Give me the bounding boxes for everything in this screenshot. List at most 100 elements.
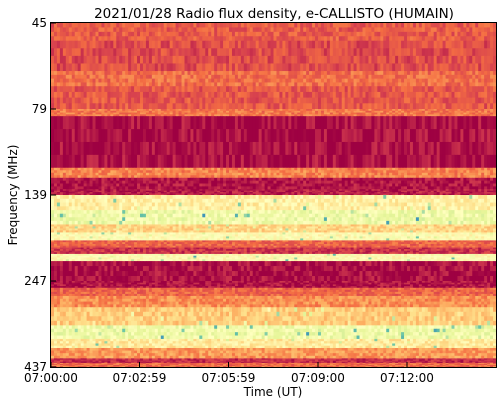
heatmap-cell [62, 154, 67, 169]
heatmap-cell [134, 114, 138, 117]
heatmap-cell [128, 109, 132, 112]
heatmap-cell [172, 91, 176, 99]
heatmap-cell [326, 180, 331, 184]
heatmap-cell [163, 167, 168, 171]
heatmap-cell [86, 141, 90, 156]
heatmap-cell [490, 114, 494, 117]
heatmap-cell [184, 27, 188, 33]
heatmap-cell [208, 183, 212, 187]
heatmap-cell [246, 167, 251, 171]
heatmap-cell [270, 91, 274, 99]
heatmap-cell [309, 71, 313, 76]
heatmap-cell [134, 40, 138, 49]
heatmap-cell [454, 154, 458, 169]
heatmap-cell [439, 40, 443, 49]
heatmap-cell [383, 186, 387, 190]
heatmap-cell [59, 167, 64, 171]
heatmap-cell [404, 183, 408, 187]
heatmap-cell [442, 141, 446, 156]
heatmap-cell [270, 154, 274, 169]
heatmap-cell [246, 114, 251, 117]
heatmap-cell [196, 48, 200, 57]
heatmap-cell [187, 63, 191, 72]
heatmap-cell [92, 190, 96, 193]
heatmap-cell [371, 186, 375, 190]
heatmap-cell [160, 40, 165, 49]
heatmap-cell [463, 82, 467, 87]
heatmap-cell [53, 63, 58, 72]
heatmap-cell [92, 55, 96, 64]
heatmap-cell [270, 103, 274, 110]
heatmap-cell [291, 141, 295, 156]
heatmap-cell [160, 86, 165, 93]
heatmap-cell [98, 190, 102, 193]
heatmap-cell [125, 97, 129, 104]
heatmap-cell [163, 86, 168, 93]
heatmap-cell [53, 23, 58, 28]
heatmap-cell [53, 82, 58, 87]
heatmap-cell [196, 180, 200, 184]
heatmap-cell [421, 31, 426, 37]
heatmap-cell [223, 74, 227, 80]
heatmap-cell [267, 177, 271, 182]
heatmap-cell [445, 91, 449, 99]
heatmap-cell [401, 186, 405, 190]
heatmap-cell [320, 36, 325, 42]
heatmap-cell [312, 129, 316, 143]
heatmap-cell [208, 167, 212, 171]
heatmap-cell [137, 82, 141, 87]
heatmap-cell [282, 91, 286, 99]
heatmap-cell [350, 40, 354, 49]
heatmap-cell [475, 114, 479, 117]
heatmap-cell [110, 180, 114, 184]
heatmap-cell [145, 180, 150, 184]
heatmap-cell [101, 63, 105, 72]
heatmap-cell [270, 63, 274, 72]
heatmap-cell [481, 86, 485, 93]
heatmap-cell [151, 86, 156, 93]
heatmap-cell [383, 48, 387, 57]
heatmap-cell [234, 82, 239, 87]
heatmap-cell [229, 141, 233, 156]
heatmap-cell [178, 141, 182, 156]
heatmap-cell [193, 110, 197, 113]
heatmap-cell [163, 109, 168, 112]
heatmap-cell [53, 177, 58, 182]
heatmap-cell [246, 78, 251, 83]
heatmap-cell [481, 189, 485, 192]
heatmap-cell [134, 63, 138, 72]
heatmap-cell [223, 154, 227, 169]
heatmap-cell [83, 23, 87, 28]
heatmap-cell [101, 180, 105, 184]
heatmap-cell [175, 170, 179, 174]
heatmap-cell [237, 36, 242, 42]
heatmap-cell [154, 31, 159, 37]
heatmap-cell [267, 112, 271, 115]
heatmap-cell [101, 141, 105, 156]
heatmap-cell [264, 183, 268, 187]
heatmap-cell [110, 186, 114, 190]
heatmap-cell [145, 27, 150, 33]
heatmap-cell [309, 63, 313, 72]
heatmap-cell [484, 183, 488, 187]
heatmap-cell [424, 27, 429, 33]
heatmap-cell [451, 177, 455, 182]
heatmap-cell [276, 154, 280, 169]
heatmap-cell [74, 172, 79, 176]
heatmap-cell [380, 170, 384, 174]
heatmap-cell [359, 183, 363, 187]
heatmap-cell [371, 129, 375, 143]
heatmap-cell [77, 74, 82, 80]
heatmap-cell [454, 177, 458, 182]
heatmap-cell [53, 27, 58, 33]
heatmap-cell [481, 91, 485, 99]
heatmap-cell [362, 112, 366, 115]
heatmap-cell [190, 154, 194, 169]
heatmap-cell [353, 36, 357, 42]
heatmap-cell [294, 129, 298, 143]
heatmap-cell [249, 23, 254, 28]
heatmap-cell [163, 114, 168, 117]
heatmap-cell [326, 36, 331, 42]
heatmap-cell [356, 186, 360, 190]
heatmap-cell [442, 114, 446, 117]
